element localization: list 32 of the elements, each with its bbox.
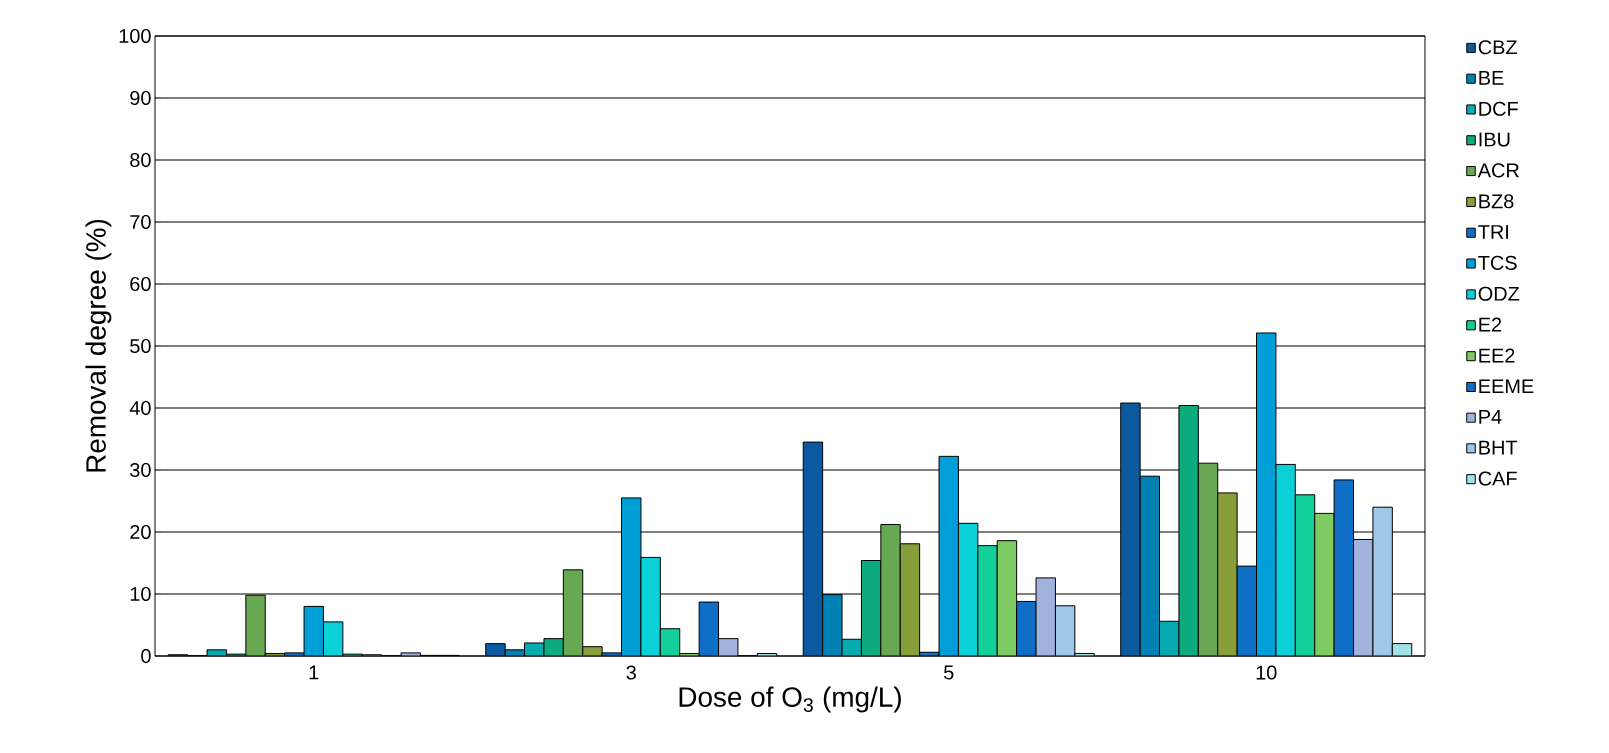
y-tick-label: 100 [119, 28, 151, 44]
y-tick-label: 20 [130, 524, 151, 540]
legend-label: ODZ [1478, 286, 1520, 301]
x-tick-label: 3 [626, 665, 636, 680]
x-axis-title: Dose of O$_{3}$ (mg/L) [679, 686, 901, 713]
legend-label: CAF [1478, 471, 1517, 486]
y-tick-label: 90 [130, 90, 151, 106]
legend-label: DCF [1479, 101, 1518, 116]
y-tick-label: 10 [130, 586, 151, 602]
x-tick-label: 10 [1256, 665, 1277, 680]
legend-label: EEME [1479, 379, 1534, 394]
y-tick-label: 70 [130, 214, 151, 230]
legend-label: TRI [1478, 225, 1509, 239]
x-tick-label: 5 [943, 665, 954, 680]
y-tick-label: 50 [130, 338, 151, 354]
y-tick-label: 80 [130, 152, 151, 168]
legend-label: BHT [1479, 440, 1518, 455]
legend-label: IBU [1479, 132, 1510, 147]
legend-label: CBZ [1478, 40, 1517, 55]
legend-label: ACR [1477, 163, 1519, 178]
legend-label: BZ8 [1479, 194, 1514, 209]
y-tick-label: 40 [129, 400, 151, 416]
y-tick-label: 60 [130, 276, 151, 292]
legend-label: TCS [1478, 255, 1517, 270]
y-tick-label: 0 [141, 648, 151, 664]
y-axis-title: Removal degree (%) [85, 219, 112, 472]
legend-label: BE [1479, 71, 1504, 85]
legend-label: E2 [1479, 317, 1502, 332]
y-tick-label: 30 [130, 462, 151, 478]
legend-label: P4 [1479, 410, 1502, 424]
legend-label: EE2 [1479, 348, 1515, 363]
x-tick-label: 1 [309, 665, 319, 680]
